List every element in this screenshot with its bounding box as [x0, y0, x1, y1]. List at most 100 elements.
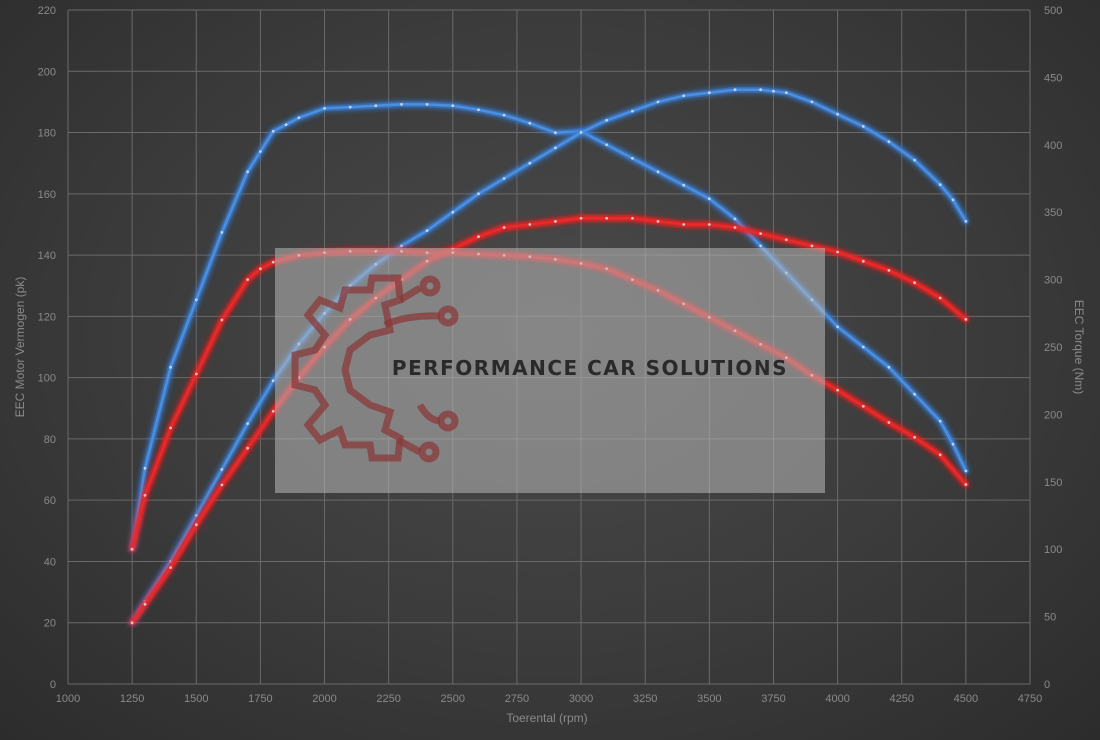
y-left-axis-ticks: 0 20 40 60 80 100 120 140 160 180 200 220	[38, 5, 56, 691]
series-point	[733, 217, 737, 221]
x-tick-label: 1000	[56, 693, 80, 705]
series-point	[528, 161, 532, 165]
y-right-tick-label: 200	[1044, 409, 1062, 421]
y-right-axis-ticks: 0 50 100 150 200 250 300 350 400 450 500	[1044, 5, 1062, 691]
series-point	[130, 547, 134, 551]
series-point	[246, 422, 250, 425]
series-point	[759, 232, 762, 236]
series-point	[810, 244, 814, 248]
series-point	[246, 278, 250, 281]
series-point	[887, 140, 891, 144]
y-left-tick-label: 80	[44, 434, 56, 446]
series-point	[707, 91, 711, 95]
series-point	[631, 109, 634, 113]
series-0	[129, 101, 969, 553]
series-point	[733, 226, 737, 229]
x-tick-label: 4750	[1018, 693, 1042, 705]
series-point	[656, 220, 660, 223]
series-point	[259, 150, 262, 153]
series-point	[861, 404, 865, 408]
y-left-tick-label: 100	[38, 373, 56, 385]
y-right-tick-label: 300	[1044, 275, 1062, 287]
y-right-tick-label: 0	[1044, 679, 1050, 691]
series-point	[246, 446, 250, 450]
series-point	[784, 238, 788, 242]
series-point	[861, 345, 865, 349]
x-tick-label: 1500	[184, 693, 208, 705]
y-right-axis-title: EEC Torque (Nm)	[1072, 300, 1086, 394]
series-point	[913, 392, 916, 396]
series-point	[759, 88, 762, 92]
series-point	[605, 216, 609, 220]
y-right-tick-label: 150	[1044, 477, 1062, 489]
series-point	[964, 220, 968, 223]
x-tick-label: 2250	[376, 693, 400, 705]
series-point	[400, 244, 403, 248]
series-point	[951, 198, 955, 202]
y-right-tick-label: 400	[1044, 140, 1062, 152]
x-tick-label: 3500	[697, 693, 721, 705]
series-point	[451, 210, 455, 214]
series-point	[477, 235, 480, 239]
series-point	[169, 365, 173, 369]
y-left-tick-label: 120	[38, 311, 56, 323]
series-point	[656, 100, 660, 104]
series-point	[528, 121, 532, 125]
series-point	[169, 426, 173, 430]
series-point	[554, 131, 557, 135]
series-point	[810, 100, 814, 104]
x-axis-ticks: 1000 1250 1500 1750 2000 2250 2500 2750 3000 3250…	[56, 693, 1042, 705]
x-axis-title: Toerental (rpm)	[506, 711, 587, 725]
gear-logo-icon	[291, 274, 459, 463]
series-point	[502, 113, 506, 117]
series-point	[887, 421, 891, 424]
series-point	[938, 419, 942, 423]
series-point	[887, 365, 891, 369]
y-left-tick-label: 20	[44, 618, 56, 630]
y-right-tick-label: 250	[1044, 342, 1062, 354]
series-point	[374, 104, 378, 108]
y-right-tick-label: 500	[1044, 5, 1062, 17]
series-point	[682, 183, 686, 187]
series-point	[425, 103, 429, 106]
x-tick-label: 2500	[441, 693, 465, 705]
series-1	[129, 86, 969, 626]
x-tick-label: 3000	[569, 693, 593, 705]
series-point	[348, 105, 352, 109]
series-point	[502, 177, 506, 180]
series-point	[887, 269, 891, 272]
series-point	[964, 483, 968, 486]
x-tick-label: 4500	[954, 693, 978, 705]
series-point	[220, 468, 224, 471]
x-tick-label: 3250	[633, 693, 657, 705]
series-point	[143, 493, 147, 497]
series-point	[554, 220, 557, 223]
series-point	[836, 112, 839, 116]
series-point	[220, 231, 224, 234]
series-point	[938, 296, 942, 300]
series-point	[784, 91, 788, 95]
series-point	[477, 108, 480, 112]
y-left-axis-title: EEC Motor Vermogen (pk)	[13, 277, 27, 418]
series-point	[631, 216, 634, 220]
series-point	[964, 469, 968, 473]
series-point	[913, 281, 916, 285]
series-point	[951, 442, 955, 446]
series-point	[502, 226, 506, 229]
series-point	[682, 223, 686, 226]
series-point	[656, 170, 660, 174]
x-tick-label: 3750	[761, 693, 785, 705]
series-point	[759, 244, 762, 248]
series-point	[271, 409, 275, 413]
chart-grid	[67, 9, 1031, 685]
series-point	[451, 104, 455, 108]
x-tick-label: 2750	[505, 693, 529, 705]
series-point	[259, 267, 262, 271]
series-point	[477, 192, 480, 196]
x-tick-label: 4250	[889, 693, 913, 705]
y-right-tick-label: 350	[1044, 207, 1062, 219]
series-point	[682, 94, 686, 98]
y-right-tick-label: 100	[1044, 544, 1062, 556]
y-left-tick-label: 220	[38, 5, 56, 17]
series-point	[913, 435, 916, 439]
